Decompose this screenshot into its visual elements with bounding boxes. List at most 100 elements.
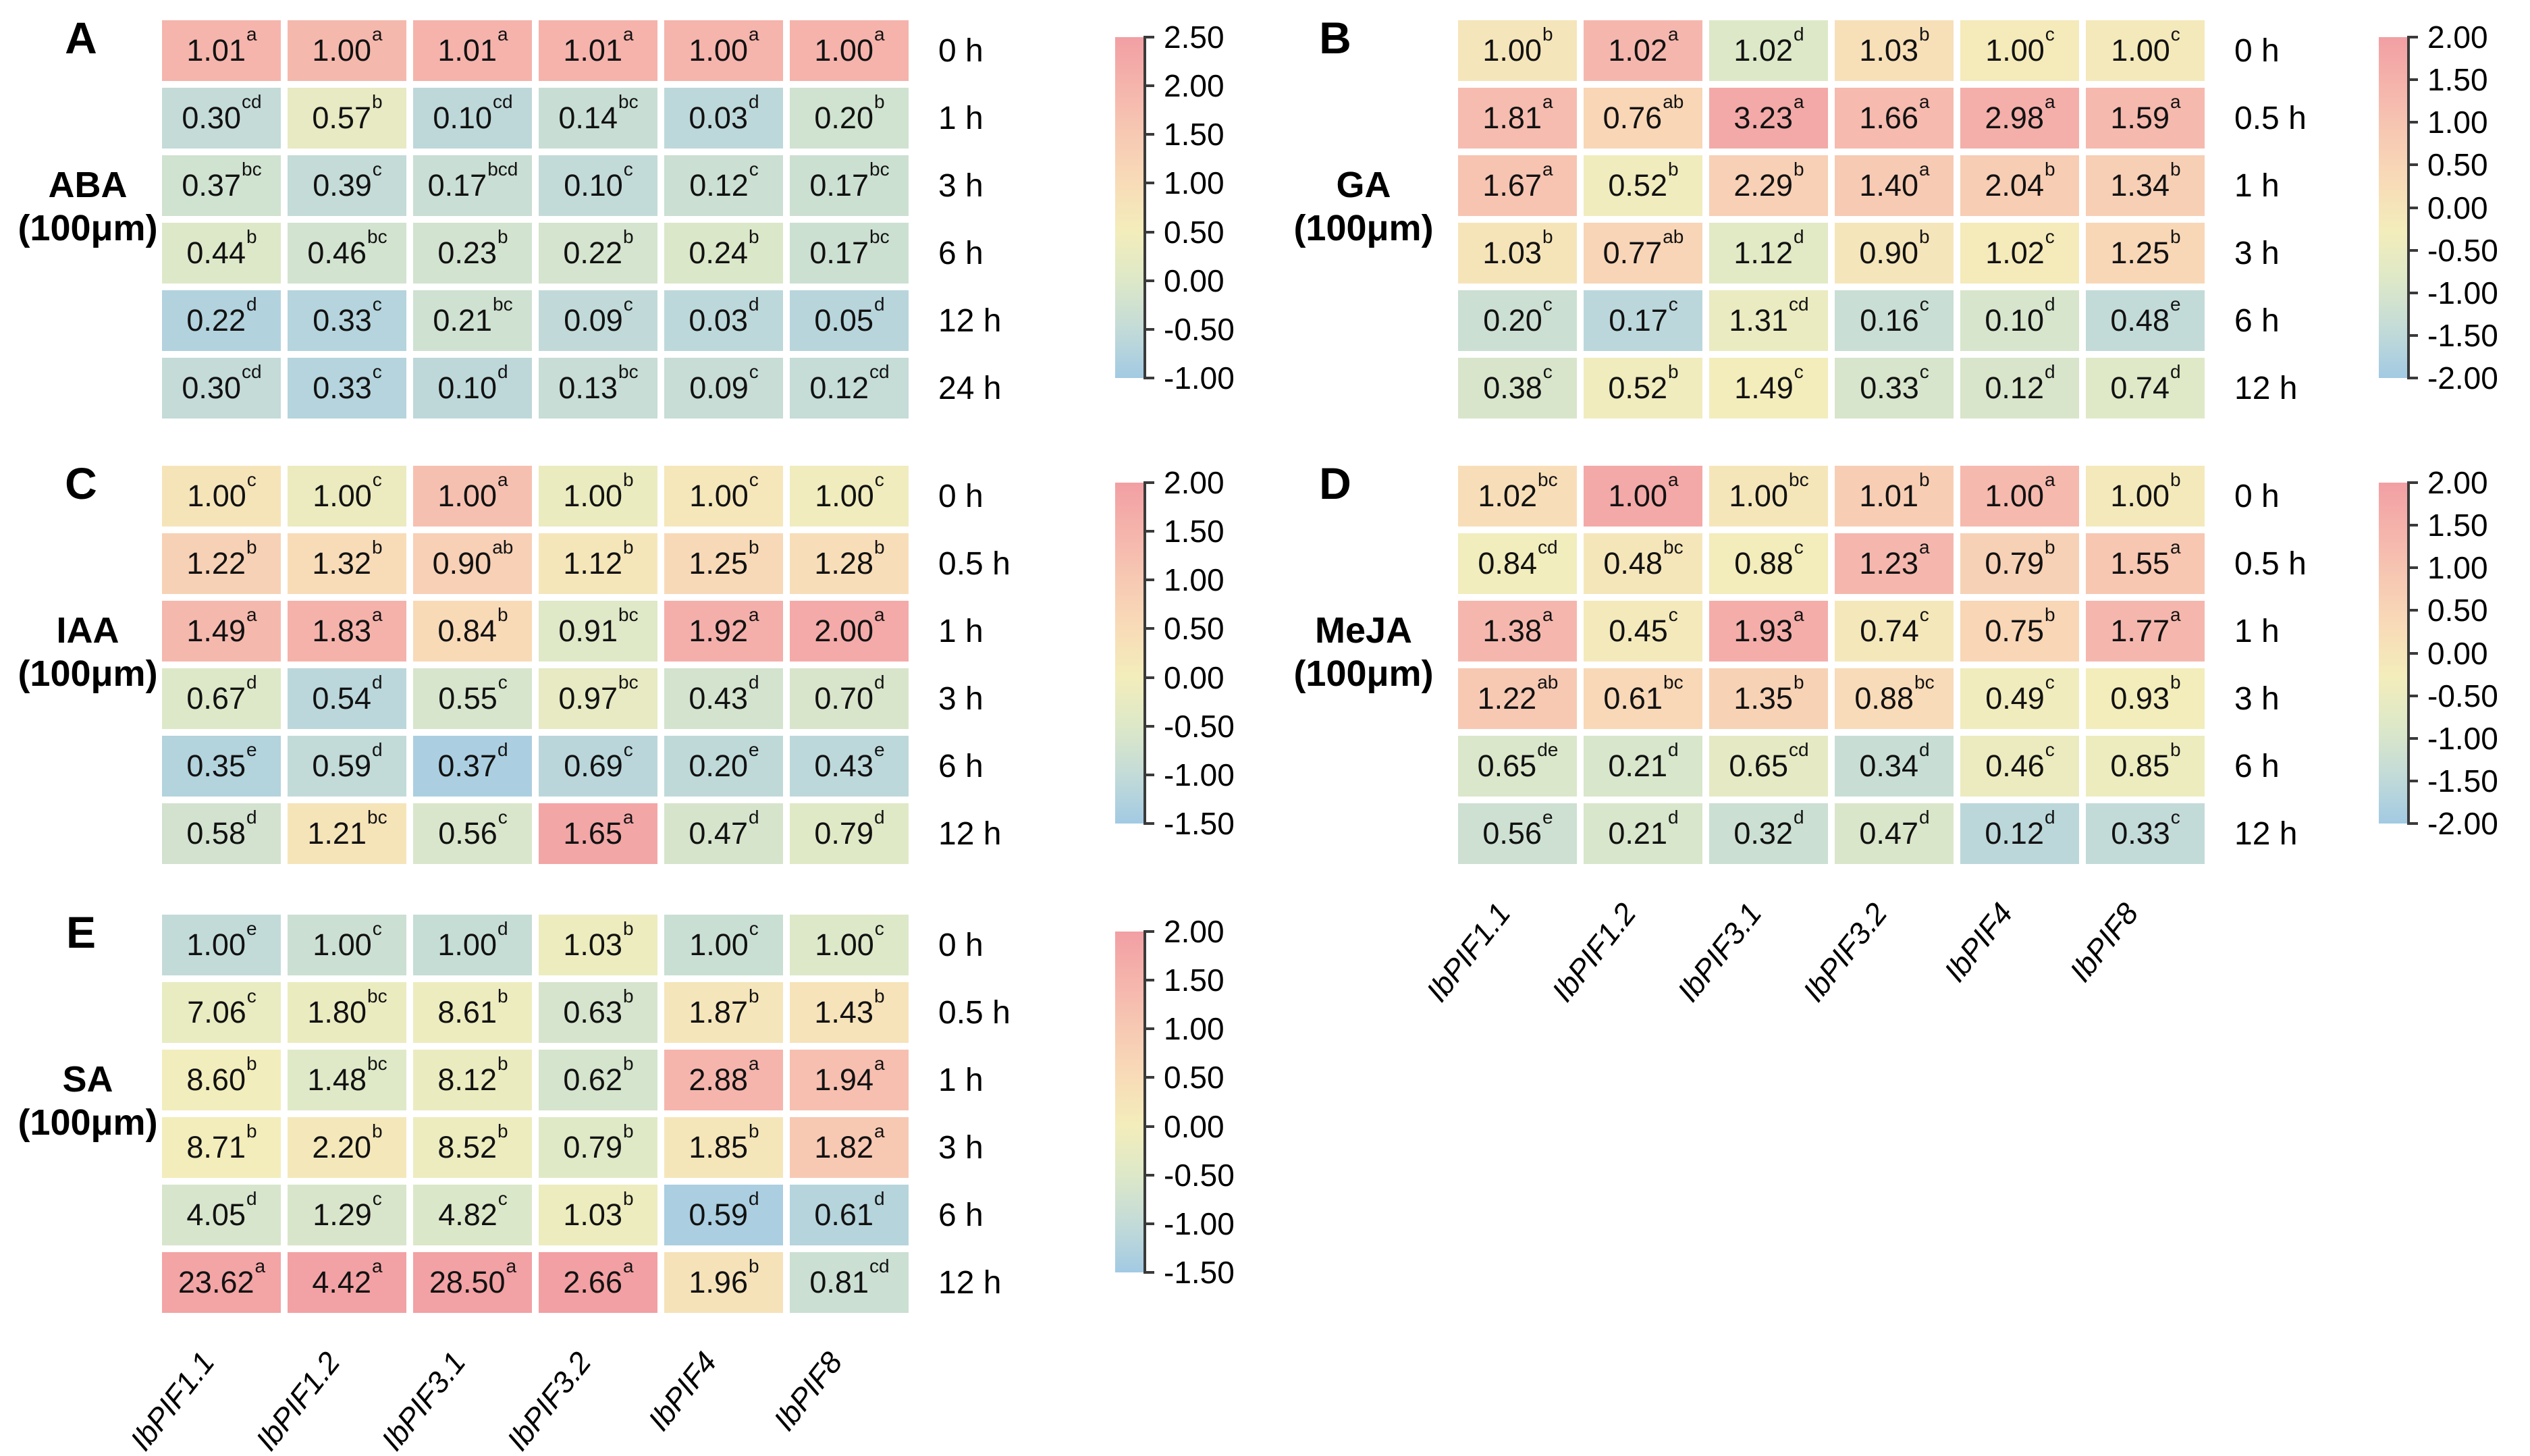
- colorbar-tick: [1143, 279, 1154, 282]
- cell-significance-letter: c: [1794, 361, 1804, 382]
- colorbar-tick-label: 2.00: [2427, 20, 2488, 55]
- time-label: 3 h: [2234, 236, 2280, 271]
- cell-significance-letter: d: [246, 807, 257, 828]
- cell-value: 0.67d: [186, 672, 257, 716]
- cell-value: 1.01a: [437, 24, 508, 68]
- cell-value: 0.79b: [1985, 537, 2055, 581]
- cell-significance-letter: b: [874, 986, 885, 1006]
- cell-value: 1.22ab: [1477, 672, 1559, 716]
- colorbar-tick: [2407, 566, 2418, 570]
- heatmap-cell: 1.66a: [1835, 88, 1954, 149]
- cell-significance-letter: b: [497, 986, 508, 1006]
- cell-significance-letter: a: [1668, 469, 1679, 490]
- cell-value: 8.12b: [437, 1053, 508, 1098]
- treatment-name: GA: [1336, 165, 1391, 205]
- heatmap-cell: 0.33c: [288, 290, 406, 351]
- cell-value: 1.82a: [814, 1121, 885, 1165]
- cell-value: 0.33c: [313, 294, 382, 338]
- cell-significance-letter: ab: [492, 537, 514, 558]
- cell-value: 1.38a: [1482, 604, 1553, 649]
- cell-value: 1.31cd: [1729, 294, 1809, 338]
- colorbar-tick-label: 0.50: [2427, 593, 2488, 628]
- cell-significance-letter: b: [749, 537, 759, 558]
- cell-value: 0.30cd: [182, 361, 262, 406]
- colorbar-tick: [2407, 78, 2418, 82]
- cell-value: 1.00a: [312, 24, 383, 68]
- cell-significance-letter: e: [2170, 294, 2181, 315]
- cell-significance-letter: bc: [618, 91, 639, 112]
- heatmap-cell: 1.92a: [664, 601, 783, 662]
- cell-value: 0.56c: [438, 807, 508, 851]
- cell-value: 0.63b: [563, 986, 634, 1030]
- heatmap-cell: 1.00b: [539, 466, 657, 527]
- heatmap-cell: 0.88c: [1709, 533, 1828, 594]
- colorbar-tick: [1143, 627, 1154, 630]
- treatment-label-B: GA (100μm): [1208, 163, 1519, 250]
- cell-value: 1.35b: [1733, 672, 1804, 716]
- colorbar-tick-label: -2.00: [2427, 806, 2498, 841]
- colorbar-tick: [2407, 121, 2418, 124]
- heatmap-cell: 0.56e: [1458, 803, 1577, 864]
- cell-value: 0.52b: [1608, 361, 1679, 406]
- time-label: 0.5 h: [2234, 546, 2307, 582]
- cell-significance-letter: b: [497, 1053, 508, 1074]
- cell-value: 0.91bc: [558, 604, 639, 649]
- cell-significance-letter: a: [874, 24, 885, 45]
- cell-value: 1.01b: [1859, 469, 1930, 514]
- cell-value: 1.12b: [563, 537, 634, 581]
- heatmap-cell: 1.00d: [413, 915, 532, 975]
- time-label: 0.5 h: [938, 995, 1011, 1031]
- heatmap-cell: 0.84cd: [1458, 533, 1577, 594]
- heatmap-cell: 0.34d: [1835, 736, 1954, 797]
- cell-significance-letter: b: [246, 1053, 257, 1074]
- colorbar-tick-label: -1.00: [2427, 720, 2498, 756]
- heatmap-cell: 0.13bc: [539, 358, 657, 419]
- cell-value: 0.09c: [689, 361, 759, 406]
- heatmap-cell: 0.32d: [1709, 803, 1828, 864]
- colorbar-tick-label: 0.00: [1164, 1108, 1224, 1144]
- cell-significance-letter: b: [246, 1121, 257, 1141]
- cell-significance-letter: bc: [493, 294, 513, 315]
- cell-value: 0.39c: [313, 159, 382, 203]
- cell-significance-letter: e: [1542, 807, 1553, 828]
- heatmap-cell: 0.65de: [1458, 736, 1577, 797]
- cell-value: 1.25b: [689, 537, 759, 581]
- cell-value: 0.56e: [1482, 807, 1553, 851]
- colorbar-tick-label: 2.00: [1164, 914, 1224, 949]
- heatmap-cell: 0.44b: [162, 223, 281, 284]
- heatmap-cell: 0.33c: [288, 358, 406, 419]
- heatmap-cell: 0.30cd: [162, 88, 281, 149]
- cell-value: 0.74d: [2110, 361, 2181, 406]
- heatmap-cell: 1.94a: [790, 1050, 909, 1110]
- cell-value: 0.12cd: [809, 361, 890, 406]
- heatmap-cell: 1.01b: [1835, 466, 1954, 527]
- cell-significance-letter: c: [1542, 294, 1553, 315]
- treatment-dose: (100μm): [18, 653, 158, 694]
- colorbar-tick: [1143, 822, 1154, 825]
- cell-significance-letter: c: [497, 672, 508, 693]
- heatmap-cell: 0.21d: [1584, 803, 1702, 864]
- cell-significance-letter: c: [1542, 361, 1553, 382]
- heatmap-cell: 0.67d: [162, 668, 281, 729]
- cell-value: 1.02a: [1608, 24, 1679, 68]
- cell-significance-letter: b: [372, 537, 383, 558]
- cell-value: 4.82c: [438, 1188, 508, 1233]
- heatmap-cell: 0.10d: [413, 358, 532, 419]
- cell-significance-letter: a: [1794, 604, 1804, 625]
- cell-significance-letter: c: [497, 1188, 508, 1209]
- cell-significance-letter: c: [874, 469, 884, 490]
- colorbar-tick-label: -1.50: [1164, 806, 1235, 841]
- heatmap-cell: 0.05d: [790, 290, 909, 351]
- heatmap-cell: 1.03b: [539, 1185, 657, 1245]
- cell-significance-letter: d: [497, 918, 508, 939]
- cell-value: 1.85b: [689, 1121, 759, 1165]
- cell-significance-letter: b: [2045, 537, 2055, 558]
- cell-significance-letter: bc: [1789, 469, 1809, 490]
- heatmap-cell: 1.03b: [1835, 20, 1954, 81]
- cell-value: 1.00c: [689, 469, 759, 514]
- treatment-dose: (100μm): [1293, 208, 1434, 248]
- heatmap-cell: 1.12b: [539, 533, 657, 594]
- heatmap-cell: 23.62a: [162, 1252, 281, 1313]
- heatmap-cell: 0.39c: [288, 155, 406, 216]
- cell-significance-letter: bc: [869, 159, 890, 180]
